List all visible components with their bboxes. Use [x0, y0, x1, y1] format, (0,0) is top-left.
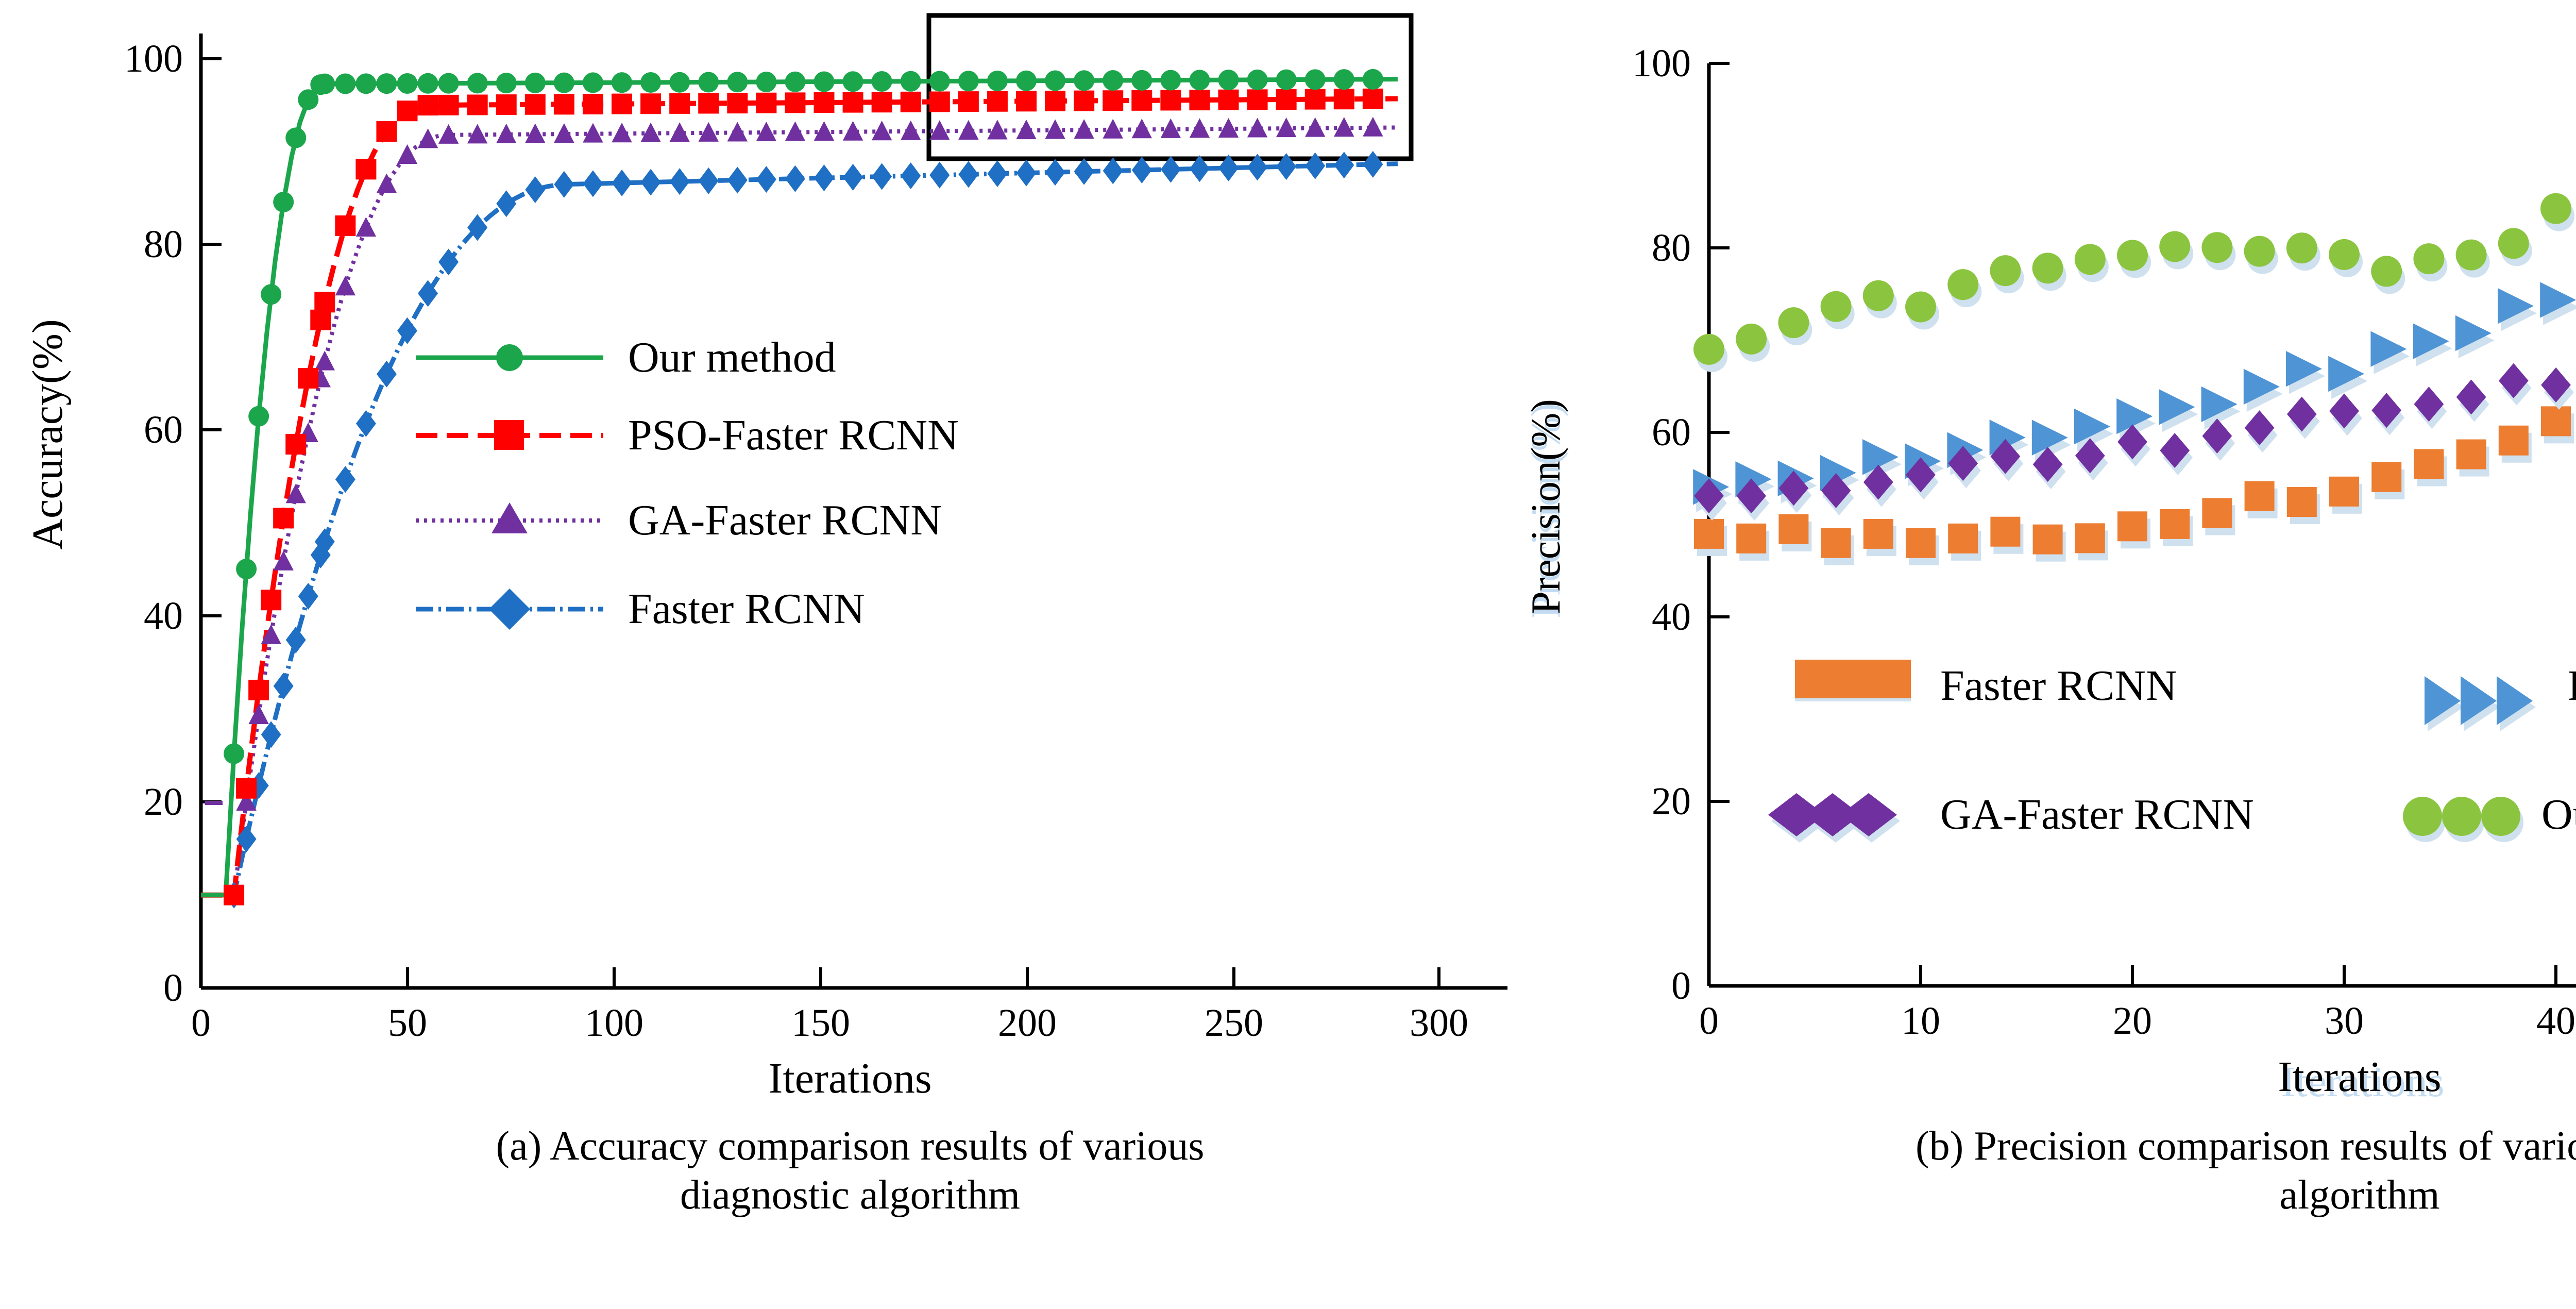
svg-text:0: 0: [1671, 964, 1691, 1008]
svg-text:20: 20: [1652, 780, 1691, 823]
svg-text:300: 300: [1410, 1001, 1468, 1045]
svg-text:GA-Faster RCNN: GA-Faster RCNN: [1940, 791, 2254, 838]
svg-text:diagnostic algorithm: diagnostic algorithm: [680, 1172, 1020, 1218]
svg-text:Faster RCNN: Faster RCNN: [1940, 662, 2177, 710]
svg-text:PSO-Faster RCNN: PSO-Faster RCNN: [628, 411, 959, 459]
svg-text:40: 40: [144, 594, 183, 637]
svg-text:GA-Faster RCNN: GA-Faster RCNN: [628, 496, 942, 544]
svg-text:Our method: Our method: [628, 333, 836, 381]
svg-text:80: 80: [1652, 226, 1691, 270]
svg-text:200: 200: [998, 1001, 1057, 1045]
svg-text:20: 20: [144, 780, 183, 824]
svg-text:80: 80: [144, 223, 183, 266]
svg-text:100: 100: [585, 1001, 643, 1045]
svg-text:(b) Precision comparison resul: (b) Precision comparison results of vari…: [1916, 1123, 2576, 1169]
svg-text:0: 0: [191, 1001, 211, 1045]
svg-text:150: 150: [791, 1001, 850, 1045]
svg-text:Iterations: Iterations: [2278, 1053, 2441, 1101]
svg-text:Accuracy(%): Accuracy(%): [24, 319, 72, 550]
svg-text:250: 250: [1205, 1001, 1263, 1045]
svg-text:Faster RCNN: Faster RCNN: [628, 585, 865, 633]
svg-text:10: 10: [1901, 999, 1940, 1043]
svg-text:20: 20: [2113, 999, 2152, 1043]
svg-text:30: 30: [2325, 999, 2364, 1043]
svg-text:100: 100: [1632, 42, 1691, 85]
svg-text:algorithm: algorithm: [2279, 1172, 2439, 1218]
svg-text:Iterations: Iterations: [768, 1054, 931, 1102]
svg-text:40: 40: [1652, 595, 1691, 639]
svg-text:60: 60: [1652, 411, 1691, 454]
svg-text:60: 60: [144, 408, 183, 451]
svg-text:Precision(%): Precision(%): [1523, 399, 1569, 614]
svg-text:100: 100: [124, 37, 183, 80]
svg-text:0: 0: [163, 966, 183, 1010]
svg-text:40: 40: [2536, 999, 2575, 1043]
svg-text:0: 0: [1699, 999, 1719, 1043]
svg-text:(a) Accuracy comparison result: (a) Accuracy comparison results of vario…: [496, 1123, 1204, 1169]
svg-text:PSO-Faster RCNN: PSO-Faster RCNN: [2568, 662, 2576, 710]
svg-text:50: 50: [388, 1001, 427, 1045]
svg-text:Our method: Our method: [2541, 791, 2576, 838]
